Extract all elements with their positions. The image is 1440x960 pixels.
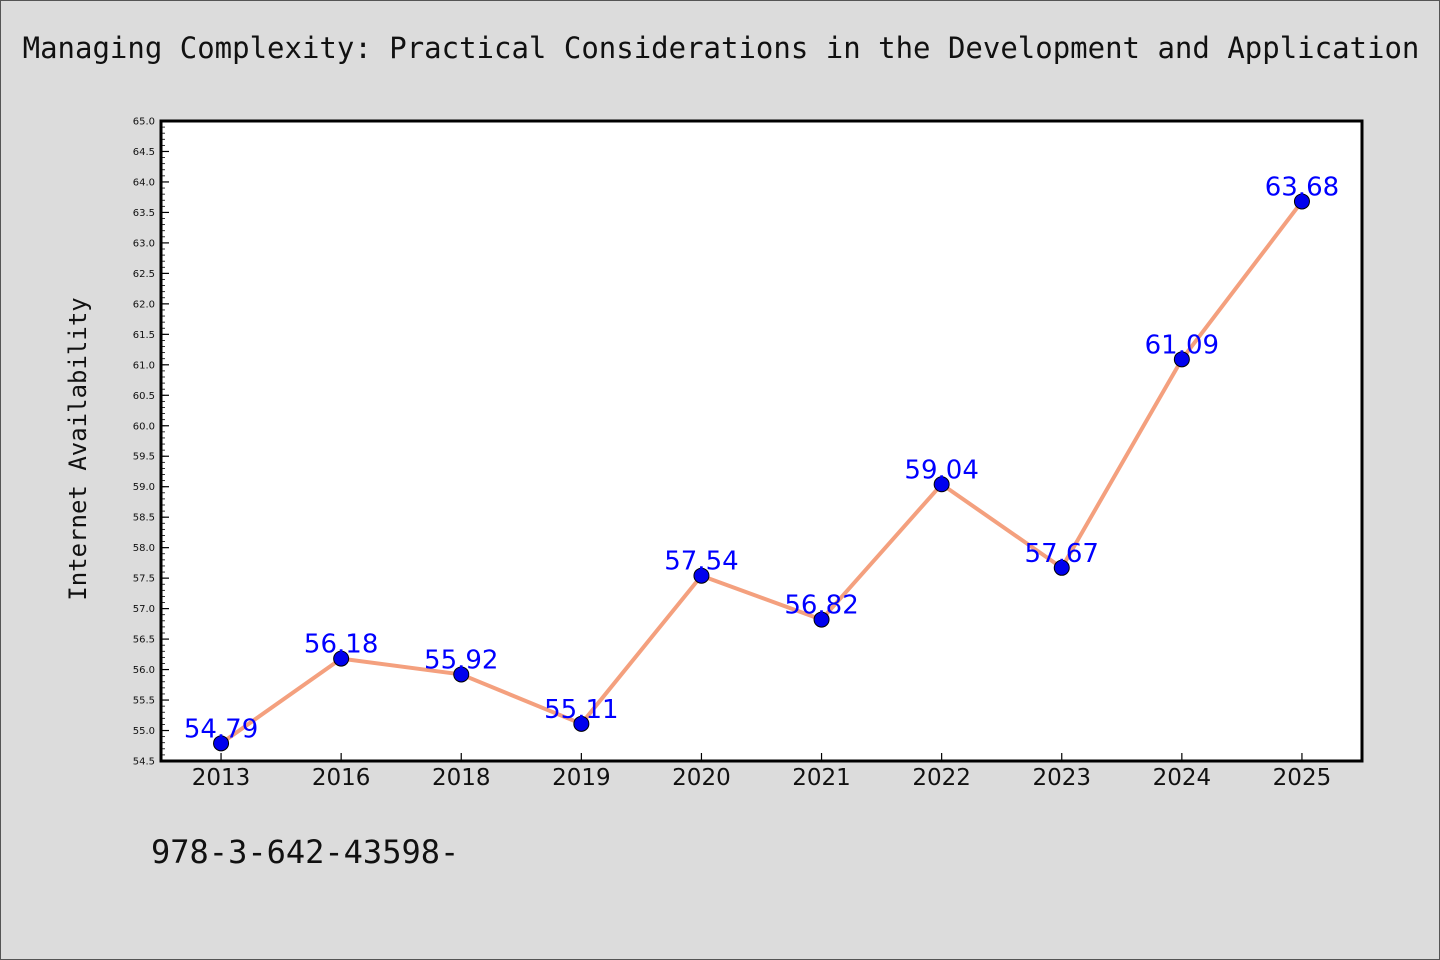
y-tick-label: 56.0 <box>133 665 155 676</box>
y-tick-label: 63.0 <box>133 238 155 249</box>
y-tick-label: 61.5 <box>133 330 155 341</box>
data-label: 56.18 <box>304 630 378 660</box>
x-tick-label: 2021 <box>792 765 851 791</box>
data-label: 63.68 <box>1265 172 1339 202</box>
x-tick-label: 2019 <box>552 765 611 791</box>
x-tick-label: 2018 <box>432 765 491 791</box>
chart-title: Managing Complexity: Practical Considera… <box>22 31 1420 65</box>
y-tick-label: 62.5 <box>133 269 155 280</box>
isbn-code: 978-3-642-43598- <box>151 833 460 871</box>
y-tick-label: 56.5 <box>133 635 155 646</box>
data-point <box>1173 351 1190 368</box>
data-point <box>1053 559 1070 576</box>
y-tick-label: 58.5 <box>133 513 155 524</box>
y-tick-label: 60.5 <box>133 391 155 402</box>
y-tick-label: 64.5 <box>133 147 155 158</box>
data-label: 61.09 <box>1145 330 1219 360</box>
y-tick-label: 58.0 <box>133 543 155 554</box>
y-tick-label: 63.5 <box>133 208 155 219</box>
y-tick-label: 57.5 <box>133 574 155 585</box>
data-point <box>933 476 950 493</box>
data-point <box>1293 193 1310 210</box>
x-tick-label: 2024 <box>1153 765 1212 791</box>
y-tick-label: 62.0 <box>133 299 155 310</box>
data-label: 57.54 <box>664 547 738 577</box>
y-tick-label: 55.5 <box>133 696 155 707</box>
data-label: 55.92 <box>424 645 498 675</box>
y-tick-label: 57.0 <box>133 604 155 615</box>
data-label: 55.11 <box>544 695 618 725</box>
data-point <box>813 611 830 628</box>
y-tick-label: 64.0 <box>133 177 155 188</box>
x-tick-label: 2022 <box>912 765 971 791</box>
y-axis-label: Internet Availability <box>64 297 92 600</box>
data-point <box>693 567 710 584</box>
x-tick-label: 2023 <box>1032 765 1091 791</box>
x-tick-label: 2025 <box>1273 765 1332 791</box>
y-tick-label: 61.0 <box>133 360 155 371</box>
data-point <box>573 715 590 732</box>
data-label: 54.79 <box>184 714 258 744</box>
y-tick-label: 60.0 <box>133 421 155 432</box>
data-label: 59.04 <box>904 455 978 485</box>
data-point <box>213 735 230 752</box>
data-label: 57.67 <box>1025 539 1099 569</box>
data-point <box>333 650 350 667</box>
x-tick-label: 2016 <box>312 765 371 791</box>
x-tick-label: 2020 <box>672 765 731 791</box>
plot-area <box>159 119 1364 763</box>
y-tick-label: 59.5 <box>133 452 155 463</box>
y-tick-label: 59.0 <box>133 482 155 493</box>
y-tick-label: 55.0 <box>133 726 155 737</box>
y-tick-label: 54.5 <box>133 757 155 768</box>
series-line <box>219 199 1304 746</box>
y-tick-label: 65.0 <box>133 117 155 128</box>
data-label: 56.82 <box>784 591 858 621</box>
x-tick-label: 2013 <box>192 765 251 791</box>
data-point <box>453 666 470 683</box>
